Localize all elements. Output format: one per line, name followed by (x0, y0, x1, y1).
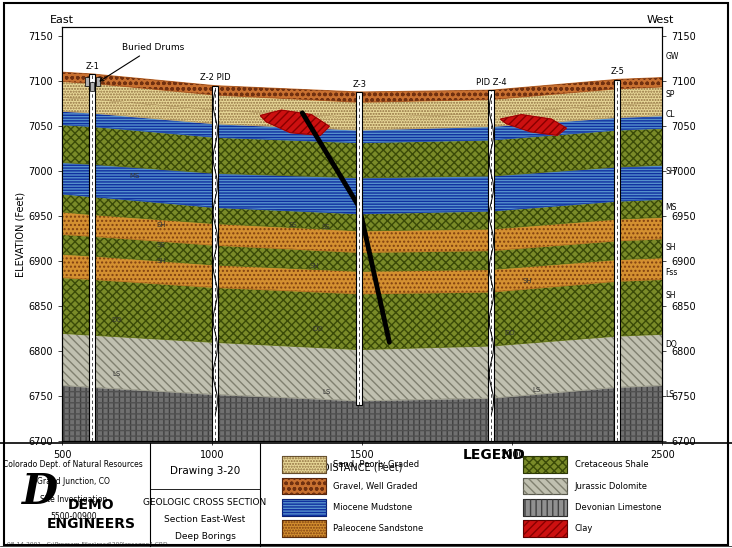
Text: Grand Junction, CO: Grand Junction, CO (37, 477, 110, 487)
Polygon shape (62, 72, 662, 102)
Text: CL: CL (665, 110, 675, 119)
Text: Sand, Poorly Graded: Sand, Poorly Graded (333, 460, 419, 469)
Bar (356, 92, 362, 405)
X-axis label: DISTANCE (Feet): DISTANCE (Feet) (322, 463, 403, 473)
Text: East: East (51, 15, 74, 25)
Text: Gravel, Well Graded: Gravel, Well Graded (333, 482, 417, 490)
Text: Buried Drums: Buried Drums (100, 43, 184, 81)
Bar (282, 499, 326, 516)
Bar (90, 82, 94, 92)
Bar (523, 478, 567, 494)
Text: Z-5: Z-5 (610, 67, 624, 76)
Text: SH: SH (665, 291, 676, 300)
Text: Fss: Fss (665, 269, 678, 277)
Polygon shape (62, 277, 662, 350)
Bar (523, 499, 567, 516)
Text: SH: SH (157, 258, 166, 264)
Text: Devonian Limestone: Devonian Limestone (575, 503, 661, 512)
Bar (96, 77, 100, 86)
Text: Section East-West: Section East-West (165, 515, 245, 524)
Text: DO: DO (111, 317, 122, 323)
Text: MS: MS (665, 203, 677, 212)
Text: Drawing 3-20: Drawing 3-20 (170, 466, 240, 476)
Text: West: West (647, 15, 674, 25)
Text: LEGEND: LEGEND (463, 448, 526, 461)
Text: SH: SH (665, 243, 676, 252)
Polygon shape (62, 81, 662, 117)
Bar (523, 478, 567, 494)
Text: Z-1: Z-1 (86, 61, 99, 71)
Text: Deep Borings: Deep Borings (174, 532, 236, 541)
Polygon shape (62, 124, 662, 178)
Text: DO: DO (665, 340, 677, 349)
Polygon shape (62, 111, 662, 142)
Text: DEMO: DEMO (68, 498, 115, 512)
Polygon shape (62, 235, 662, 271)
Text: Jurassic Dolomite: Jurassic Dolomite (575, 482, 648, 490)
Text: SH: SH (157, 222, 166, 229)
Bar (85, 77, 89, 86)
Bar (282, 456, 326, 473)
Text: SH: SH (310, 262, 319, 269)
Y-axis label: ELEVATION (Feet): ELEVATION (Feet) (15, 192, 26, 277)
Text: Cretaceous Shale: Cretaceous Shale (575, 460, 649, 469)
Text: Colorado Dept. of Natural Resources: Colorado Dept. of Natural Resources (4, 460, 143, 470)
Text: Z-2 PID: Z-2 PID (200, 73, 231, 82)
Text: GW: GW (665, 52, 679, 61)
Bar (282, 456, 326, 473)
Bar (89, 74, 95, 441)
Polygon shape (62, 333, 662, 401)
Text: 5500-00900: 5500-00900 (50, 512, 97, 521)
Polygon shape (62, 162, 662, 214)
Polygon shape (261, 110, 329, 135)
Polygon shape (62, 212, 662, 252)
Bar (282, 521, 326, 537)
Text: GEOLOGIC CROSS SECTION: GEOLOGIC CROSS SECTION (143, 498, 266, 507)
Polygon shape (501, 115, 567, 135)
Text: Site Investigation: Site Investigation (40, 494, 107, 504)
Text: Z-3: Z-3 (352, 79, 366, 89)
Text: SH: SH (523, 278, 532, 284)
Bar (488, 90, 494, 441)
Text: DO: DO (312, 326, 323, 332)
Text: LS: LS (532, 387, 540, 393)
Text: Clay: Clay (575, 524, 593, 533)
Text: SS: SS (322, 224, 331, 230)
Bar (282, 478, 326, 494)
Polygon shape (62, 254, 662, 294)
Text: PID Z-4: PID Z-4 (476, 78, 507, 87)
Text: SP: SP (665, 90, 675, 99)
Text: LS: LS (322, 389, 330, 395)
Bar (282, 478, 326, 494)
Text: 08-14-2001   C:\Program Files\road\200\recageo4.CRD: 08-14-2001 C:\Program Files\road\200\rec… (7, 542, 168, 547)
Bar (523, 521, 567, 537)
Text: Miocene Mudstone: Miocene Mudstone (333, 503, 412, 512)
Text: SH: SH (665, 167, 676, 176)
Text: SS: SS (289, 222, 298, 229)
Text: D: D (22, 471, 59, 513)
Text: MS: MS (129, 173, 139, 179)
Polygon shape (62, 385, 662, 441)
Text: LS: LS (665, 390, 674, 399)
Bar (282, 499, 326, 516)
Bar (282, 521, 326, 537)
Bar (523, 521, 567, 537)
Text: Paleocene Sandstone: Paleocene Sandstone (333, 524, 423, 533)
Polygon shape (62, 194, 662, 231)
Bar (523, 456, 567, 473)
Polygon shape (62, 98, 662, 130)
Bar (523, 456, 567, 473)
Text: LS: LS (112, 370, 120, 376)
Text: SS: SS (157, 242, 165, 248)
Bar (212, 86, 218, 441)
Bar (614, 79, 621, 441)
Bar (523, 499, 567, 516)
Text: DO: DO (504, 330, 515, 336)
Text: ENGINEERS: ENGINEERS (47, 517, 136, 532)
